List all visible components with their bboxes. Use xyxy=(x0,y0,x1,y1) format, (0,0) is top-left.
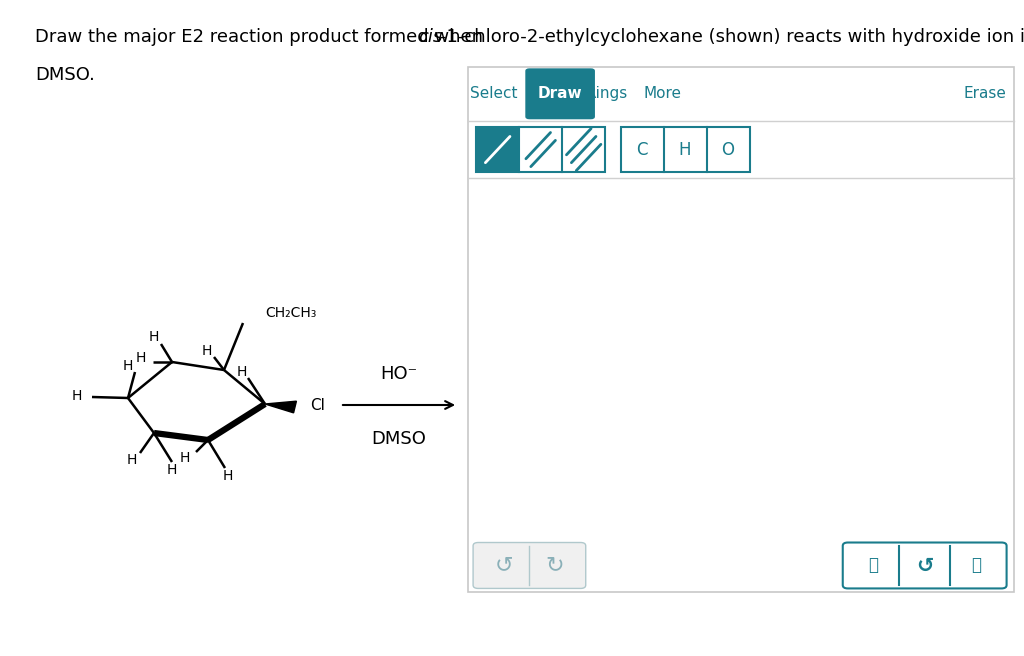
Text: cis: cis xyxy=(418,28,442,45)
Text: Draw the major E2 reaction product formed when: Draw the major E2 reaction product forme… xyxy=(35,28,488,45)
FancyBboxPatch shape xyxy=(525,68,595,119)
Text: ↻: ↻ xyxy=(546,556,564,575)
Text: 🔍: 🔍 xyxy=(868,556,879,575)
Text: H: H xyxy=(148,330,159,344)
Text: Draw: Draw xyxy=(538,87,583,101)
Text: Rings: Rings xyxy=(585,87,628,101)
Text: H: H xyxy=(179,451,190,465)
Text: ↺: ↺ xyxy=(915,556,934,575)
Text: H: H xyxy=(72,389,82,403)
Text: H: H xyxy=(202,344,212,358)
Text: -1-chloro-2-ethylcyclohexane (shown) reacts with hydroxide ion in: -1-chloro-2-ethylcyclohexane (shown) rea… xyxy=(440,28,1024,45)
Text: H: H xyxy=(679,140,691,159)
Text: H: H xyxy=(223,469,233,483)
Text: C: C xyxy=(636,140,648,159)
Text: O: O xyxy=(722,140,734,159)
Text: H: H xyxy=(237,365,247,379)
Text: H: H xyxy=(135,351,146,365)
Text: CH₂CH₃: CH₂CH₃ xyxy=(265,306,316,320)
Text: Cl: Cl xyxy=(310,398,325,413)
FancyBboxPatch shape xyxy=(843,543,1007,588)
Text: Select: Select xyxy=(470,87,517,101)
Text: More: More xyxy=(643,87,682,101)
Text: DMSO: DMSO xyxy=(372,430,426,448)
Text: H: H xyxy=(167,463,177,477)
FancyBboxPatch shape xyxy=(476,127,519,172)
FancyBboxPatch shape xyxy=(473,543,586,588)
FancyBboxPatch shape xyxy=(476,127,605,172)
FancyBboxPatch shape xyxy=(468,67,1014,592)
Text: H: H xyxy=(123,359,133,373)
Text: HO⁻: HO⁻ xyxy=(381,365,418,382)
Polygon shape xyxy=(265,401,296,413)
Text: DMSO.: DMSO. xyxy=(35,66,94,83)
FancyBboxPatch shape xyxy=(621,127,750,172)
Text: 🔍: 🔍 xyxy=(971,556,981,575)
Text: ↺: ↺ xyxy=(495,556,513,575)
Text: Erase: Erase xyxy=(964,87,1007,101)
Text: H: H xyxy=(127,453,137,467)
